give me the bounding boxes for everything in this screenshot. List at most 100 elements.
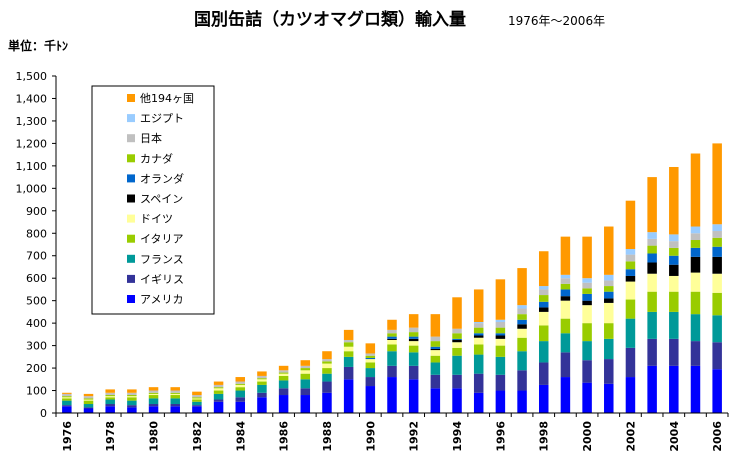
bar-segment <box>452 297 462 329</box>
bar-segment <box>690 365 701 413</box>
bar-segment <box>560 236 571 275</box>
bar-segment <box>538 362 549 385</box>
bar-segment <box>148 406 159 413</box>
bar-segment <box>257 375 267 379</box>
bar-segment <box>62 396 72 398</box>
bar-segment <box>495 390 506 413</box>
bar-segment <box>192 397 202 399</box>
bar-segment <box>560 278 571 284</box>
bar-segment <box>538 325 549 342</box>
y-tick-label: 1,500 <box>16 70 48 83</box>
y-tick-label: 0 <box>40 407 47 420</box>
bar-segment <box>343 366 354 380</box>
bar-segment <box>473 335 484 338</box>
bar-segment <box>452 328 462 334</box>
bar-segment <box>582 288 592 294</box>
chart-title: 国別缶詰（カツオマグロ類）輸入量 <box>194 9 466 30</box>
bar-segment <box>213 384 224 388</box>
bar-segment <box>257 378 267 380</box>
bar-segment <box>105 392 115 396</box>
bar-segment <box>517 305 527 309</box>
bar-segment <box>213 388 224 391</box>
bar-segment <box>538 307 549 312</box>
bar-segment <box>343 351 354 357</box>
bar-segment <box>365 377 376 387</box>
legend-swatch <box>127 234 135 243</box>
bar-segment <box>300 360 311 366</box>
bar-segment <box>387 319 397 330</box>
bar-segment <box>148 398 159 405</box>
bar-segment <box>387 351 397 366</box>
bar-segment <box>712 256 722 274</box>
bar-segment <box>712 369 722 413</box>
bar-segment <box>517 324 527 329</box>
bar-segment <box>647 262 657 274</box>
bar-segment <box>690 153 701 227</box>
bar-segment <box>495 319 506 323</box>
bar-segment <box>343 329 354 340</box>
bar-segment <box>690 291 701 315</box>
bar-segment <box>712 224 722 232</box>
bar-segment <box>408 352 419 366</box>
bar-segment <box>625 299 636 319</box>
bar-segment <box>647 238 657 246</box>
bar-segment <box>148 404 159 407</box>
bar-segment <box>235 387 246 391</box>
bar-segment <box>365 357 376 360</box>
bar-segment <box>127 396 137 398</box>
bar-segment <box>62 393 72 397</box>
bar-segment <box>170 390 180 393</box>
bar-segment <box>604 280 614 287</box>
bar-segment <box>105 397 115 400</box>
bar-segment <box>430 341 441 347</box>
bar-segment <box>625 261 636 270</box>
bar-segment <box>560 296 571 301</box>
bar-segment <box>62 400 72 406</box>
bar-segment <box>408 341 419 346</box>
bar-segment <box>148 393 159 396</box>
bar-segment <box>560 352 571 378</box>
bar-segment <box>148 395 159 399</box>
legend-swatch <box>127 194 135 203</box>
bar-segment <box>408 379 419 413</box>
y-tick-label: 600 <box>26 272 47 285</box>
x-tick-label: 1994 <box>451 421 464 452</box>
bar-segment <box>604 226 614 275</box>
bar-segment <box>625 275 636 282</box>
bar-segment <box>105 395 115 397</box>
bar-segment <box>430 346 441 349</box>
bar-segment <box>300 388 311 396</box>
bar-segment <box>452 333 462 339</box>
legend-box <box>91 85 215 315</box>
bar-segment <box>712 315 722 343</box>
bar-segment <box>712 246 722 257</box>
bar-segment <box>235 397 246 402</box>
bar-segment <box>604 286 614 292</box>
bar-segment <box>127 400 137 406</box>
bar-segment <box>582 305 592 324</box>
bar-segment <box>257 371 267 376</box>
bar-segment <box>712 292 722 316</box>
bar-segment <box>473 344 484 355</box>
bar-segment <box>669 264 679 276</box>
legend-label: イギリス <box>140 273 184 286</box>
bar-segment <box>669 241 679 248</box>
bar-segment <box>452 338 462 340</box>
bar-segment <box>582 382 592 413</box>
y-tick-label: 500 <box>26 295 47 308</box>
bar-segment <box>452 374 462 389</box>
bar-segment <box>62 405 72 407</box>
bar-segment <box>495 279 506 320</box>
bar-segment <box>213 399 224 402</box>
bar-segment <box>604 338 614 360</box>
bar-segment <box>560 300 571 319</box>
bar-segment <box>278 373 289 376</box>
y-tick-label: 400 <box>26 317 47 330</box>
bar-segment <box>517 319 527 325</box>
x-tick-label: 1980 <box>148 421 161 452</box>
bar-segment <box>604 298 614 303</box>
bar-segment <box>192 401 202 406</box>
bar-segment <box>538 295 549 302</box>
bar-segment <box>582 293 592 301</box>
